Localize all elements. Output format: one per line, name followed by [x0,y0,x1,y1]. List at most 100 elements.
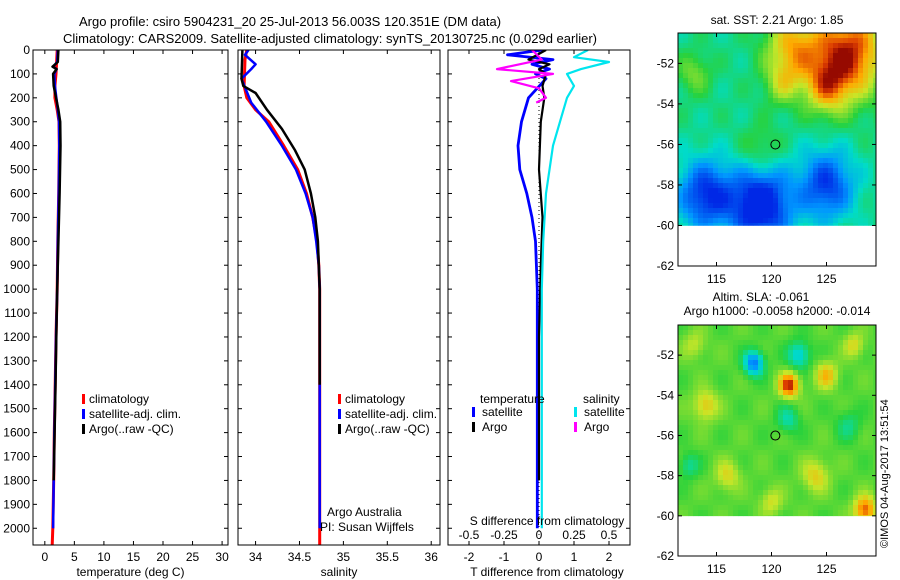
depth-tick-label: 1000 [3,282,30,296]
series-line-argo-raw-qc- [240,50,321,385]
map-y-tick-label: -60 [657,509,675,523]
legend-label: satellite [482,405,523,419]
depth-tick-label: 300 [10,115,30,129]
legend-swatch [574,422,577,432]
depth-tick-label: 900 [10,258,30,272]
salinity-axes: 34 34.5 35 35.5 36 [238,49,440,564]
x-tick-label: 0 [536,550,543,564]
depth-tick-label: 1800 [3,473,30,487]
map-x-tick-label: 120 [761,562,781,576]
top-tick-label: -0.5 [459,528,480,542]
difference-top-label: S difference from climatology [470,514,625,528]
map-frame [677,324,877,557]
difference-series [495,50,611,545]
sla-map-title-line1: Altim. SLA: -0.061 [713,290,810,304]
x-tick-label: 34.5 [288,550,312,564]
x-tick-label: 34 [249,550,263,564]
legend-label: Argo(..raw -QC) [345,422,430,436]
series-line-argo-raw-qc- [51,50,62,481]
salinity-panel: 34 34.5 35 35.5 36 salinity climatologysatel… [237,49,441,579]
depth-tick-label: 0 [23,43,30,57]
legend-swatch [338,394,341,404]
legend-swatch [338,409,341,419]
legend-label: climatology [345,392,405,406]
map-x-tick-label: 125 [816,272,836,286]
legend-heading-salinity: salinity [583,392,620,406]
difference-frame [447,49,631,546]
top-tick-label: -0.25 [490,528,518,542]
depth-tick-label: 500 [10,163,30,177]
x-tick-label: 5 [71,550,78,564]
x-tick-label: 15 [127,550,141,564]
x-tick-label: 35 [337,550,351,564]
map-y-tick-label: -56 [657,137,675,151]
map-y-tick-label: -56 [657,428,675,442]
depth-tick-label: 1400 [3,378,30,392]
x-tick-label: 30 [215,550,229,564]
series-line-climatology [242,50,322,545]
depth-tick-label: 700 [10,210,30,224]
map-y-tick-label: -54 [657,97,675,111]
float-position-marker [770,430,781,441]
sst-map-title: sat. SST: 2.21 Argo: 1.85 [711,13,844,27]
depth-tick-label: 1200 [3,330,30,344]
float-position-marker [770,139,781,150]
map-field [678,325,877,517]
map-x-tick-label: 115 [707,562,726,576]
figure-title-line1: Argo profile: csiro 5904231_20 25-Jul-20… [79,14,501,29]
salinity-annotation-line1: Argo Australia [327,505,402,519]
sla-map-title-line2: Argo h1000: -0.0058 h2000: -0.014 [684,304,871,318]
legend-swatch [82,424,85,434]
x-tick-label: 36 [425,550,439,564]
map-frame [677,32,877,267]
map-y-tick-label: -62 [657,259,675,273]
top-tick-label: 0.25 [562,528,586,542]
legend-label: satellite [584,405,625,419]
series-line-s-satellite [540,50,611,529]
temperature-frame [32,49,229,546]
imos-timestamp: ©IMOS 04-Aug-2017 13:51:54 [879,399,891,548]
legend-label: satellite-adj. clim. [345,407,437,421]
legend-label: Argo [584,420,610,434]
salinity-xlabel: salinity [321,565,358,579]
map-y-tick-label: -52 [657,56,675,70]
legend-swatch [472,407,475,417]
depth-tick-label: 1300 [3,354,30,368]
map-y-tick-label: -52 [657,348,675,362]
temperature-axes: 0100200300400500600700800900100011001200… [3,43,229,564]
depth-tick-label: 800 [10,234,30,248]
legend-swatch [574,407,577,417]
legend-label: climatology [89,392,149,406]
temperature-series [50,50,62,545]
legend-swatch [82,394,85,404]
depth-tick-label: 200 [10,91,30,105]
depth-tick-label: 1600 [3,426,30,440]
depth-tick-label: 1700 [3,450,30,464]
legend-swatch [338,424,341,434]
depth-tick-label: 600 [10,186,30,200]
x-tick-label: -2 [464,550,475,564]
depth-tick-label: 1900 [3,497,30,511]
salinity-annotation-line2: PI: Susan Wijffels [320,520,414,534]
temperature-panel: 0100200300400500600700800900100011001200… [3,43,229,579]
legend-swatch [472,422,475,432]
legend-heading-temperature: temperature [480,392,545,406]
depth-tick-label: 400 [10,139,30,153]
series-line-satellite-adj-clim- [240,50,321,529]
map-x-tick-label: 115 [707,272,726,286]
map-y-tick-label: -54 [657,388,675,402]
x-tick-label: 1 [571,550,578,564]
temperature-xlabel: temperature (deg C) [76,565,184,579]
sst-map: -52 -54 -56 -58 -60 -62 115 120 125 [657,32,877,286]
map-y-tick-label: -58 [657,469,675,483]
depth-tick-label: 100 [10,67,30,81]
series-line-t-argo [527,50,551,481]
x-tick-label: 10 [97,550,111,564]
legend-label: satellite-adj. clim. [89,407,181,421]
difference-xlabel: T difference from climatology [470,565,624,579]
figure-title-line2: Climatology: CARS2009. Satellite-adjuste… [63,31,597,46]
legend-label: Argo(..raw -QC) [89,422,174,436]
